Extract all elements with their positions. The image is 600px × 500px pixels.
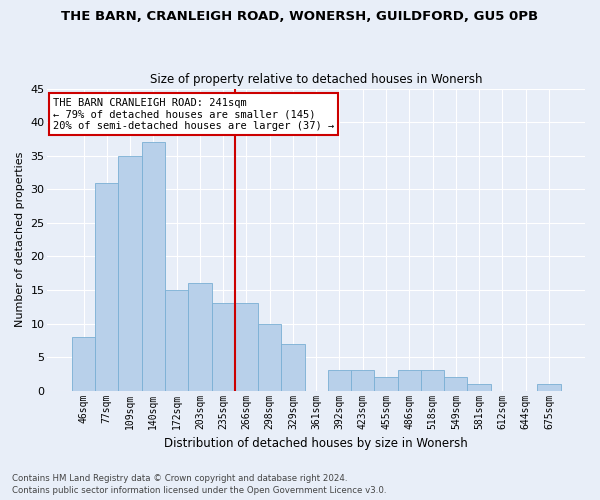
Y-axis label: Number of detached properties: Number of detached properties	[15, 152, 25, 328]
Bar	[398, 370, 421, 390]
Text: THE BARN CRANLEIGH ROAD: 241sqm
← 79% of detached houses are smaller (145)
20% o: THE BARN CRANLEIGH ROAD: 241sqm ← 79% of…	[53, 98, 334, 131]
Bar	[328, 370, 351, 390]
Bar	[467, 384, 491, 390]
Bar	[72, 337, 95, 390]
X-axis label: Distribution of detached houses by size in Wonersh: Distribution of detached houses by size …	[164, 437, 468, 450]
Bar	[212, 304, 235, 390]
Title: Size of property relative to detached houses in Wonersh: Size of property relative to detached ho…	[150, 73, 482, 86]
Bar	[537, 384, 560, 390]
Bar	[351, 370, 374, 390]
Bar	[258, 324, 281, 390]
Bar	[281, 344, 305, 390]
Text: THE BARN, CRANLEIGH ROAD, WONERSH, GUILDFORD, GU5 0PB: THE BARN, CRANLEIGH ROAD, WONERSH, GUILD…	[61, 10, 539, 23]
Bar	[444, 377, 467, 390]
Bar	[118, 156, 142, 390]
Bar	[188, 283, 212, 391]
Bar	[374, 377, 398, 390]
Bar	[165, 290, 188, 390]
Text: Contains HM Land Registry data © Crown copyright and database right 2024.
Contai: Contains HM Land Registry data © Crown c…	[12, 474, 386, 495]
Bar	[421, 370, 444, 390]
Bar	[235, 304, 258, 390]
Bar	[95, 182, 118, 390]
Bar	[142, 142, 165, 390]
